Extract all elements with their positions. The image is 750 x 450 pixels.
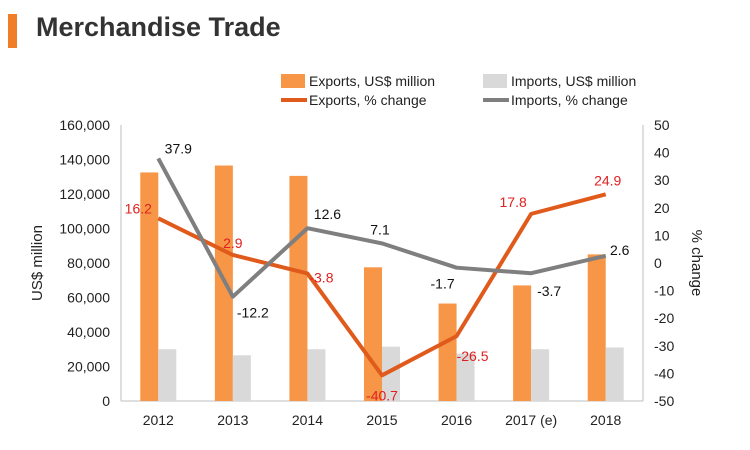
exports-bar: [438, 303, 457, 401]
exports-change-label: 24.9: [594, 172, 621, 188]
left-tick-label: 40,000: [67, 324, 110, 340]
imports-bar: [382, 346, 400, 401]
right-tick-label: 10: [654, 227, 670, 243]
left-tick-label: 100,000: [59, 221, 110, 237]
exports-change-label: -26.5: [457, 348, 489, 364]
left-tick-label: 160,000: [59, 117, 110, 133]
right-tick-label: 30: [654, 172, 670, 188]
exports-bar: [513, 285, 532, 401]
category-label: 2016: [441, 412, 472, 428]
category-label: 2018: [590, 412, 621, 428]
imports-change-label: 2.6: [610, 242, 630, 258]
imports-change-label: 7.1: [370, 221, 390, 237]
right-tick-label: -10: [654, 283, 674, 299]
imports-change-label: -1.7: [431, 276, 455, 292]
left-tick-label: 120,000: [59, 186, 110, 202]
exports-bar: [364, 267, 382, 401]
imports-bar: [307, 349, 326, 401]
exports-bar: [587, 254, 606, 401]
left-tick-label: 140,000: [59, 152, 110, 168]
category-label: 2012: [143, 412, 174, 428]
imports-change-label: -3.7: [537, 283, 561, 299]
exports-bar: [289, 175, 308, 401]
right-tick-label: -50: [654, 393, 674, 409]
imports-bar: [158, 349, 177, 401]
imports-bar: [605, 347, 624, 401]
title-accent-bar: [8, 14, 17, 48]
exports-bar: [140, 172, 159, 401]
right-tick-label: -20: [654, 310, 674, 326]
page-title: Merchandise Trade: [36, 12, 281, 42]
legend-entry: Exports, US$ million: [309, 73, 435, 89]
exports-change-label: -40.7: [366, 387, 398, 403]
exports-change-label: 17.8: [500, 194, 527, 210]
imports-change-label: -12.2: [237, 305, 269, 321]
imports-bar: [232, 355, 251, 401]
exports-change-label: 2.9: [223, 235, 243, 251]
imports-change-label: 37.9: [165, 140, 192, 156]
imports-bar: [531, 349, 550, 401]
legend-entry: Imports, US$ million: [511, 73, 636, 89]
category-label: 2013: [217, 412, 248, 428]
right-tick-label: 50: [654, 117, 670, 133]
y-axis-title: US$ million: [29, 225, 46, 301]
imports-bar: [456, 353, 475, 401]
category-label: 2017 (e): [505, 412, 557, 428]
right-tick-label: -40: [654, 365, 674, 381]
imports-change-line: [156, 157, 607, 299]
legend-swatch: [281, 74, 305, 88]
category-label: 2015: [366, 412, 397, 428]
right-tick-label: 0: [654, 255, 662, 271]
left-tick-label: 80,000: [67, 255, 110, 271]
imports-change-label: 12.6: [314, 206, 341, 222]
category-label: 2014: [292, 412, 323, 428]
left-tick-label: 60,000: [67, 290, 110, 306]
exports-change-line: [157, 192, 607, 378]
exports-change-label: -3.8: [309, 269, 333, 285]
right-tick-label: 20: [654, 200, 670, 216]
legend-swatch: [483, 74, 507, 88]
legend-entry: Exports, % change: [309, 92, 427, 108]
right-tick-label: 40: [654, 145, 670, 161]
right-tick-label: -30: [654, 338, 674, 354]
left-tick-label: 20,000: [67, 359, 110, 375]
y2-axis-title: % change: [688, 230, 705, 297]
legend-entry: Imports, % change: [511, 92, 628, 108]
exports-change-label: 16.2: [125, 200, 152, 216]
left-tick-label: 0: [102, 393, 110, 409]
